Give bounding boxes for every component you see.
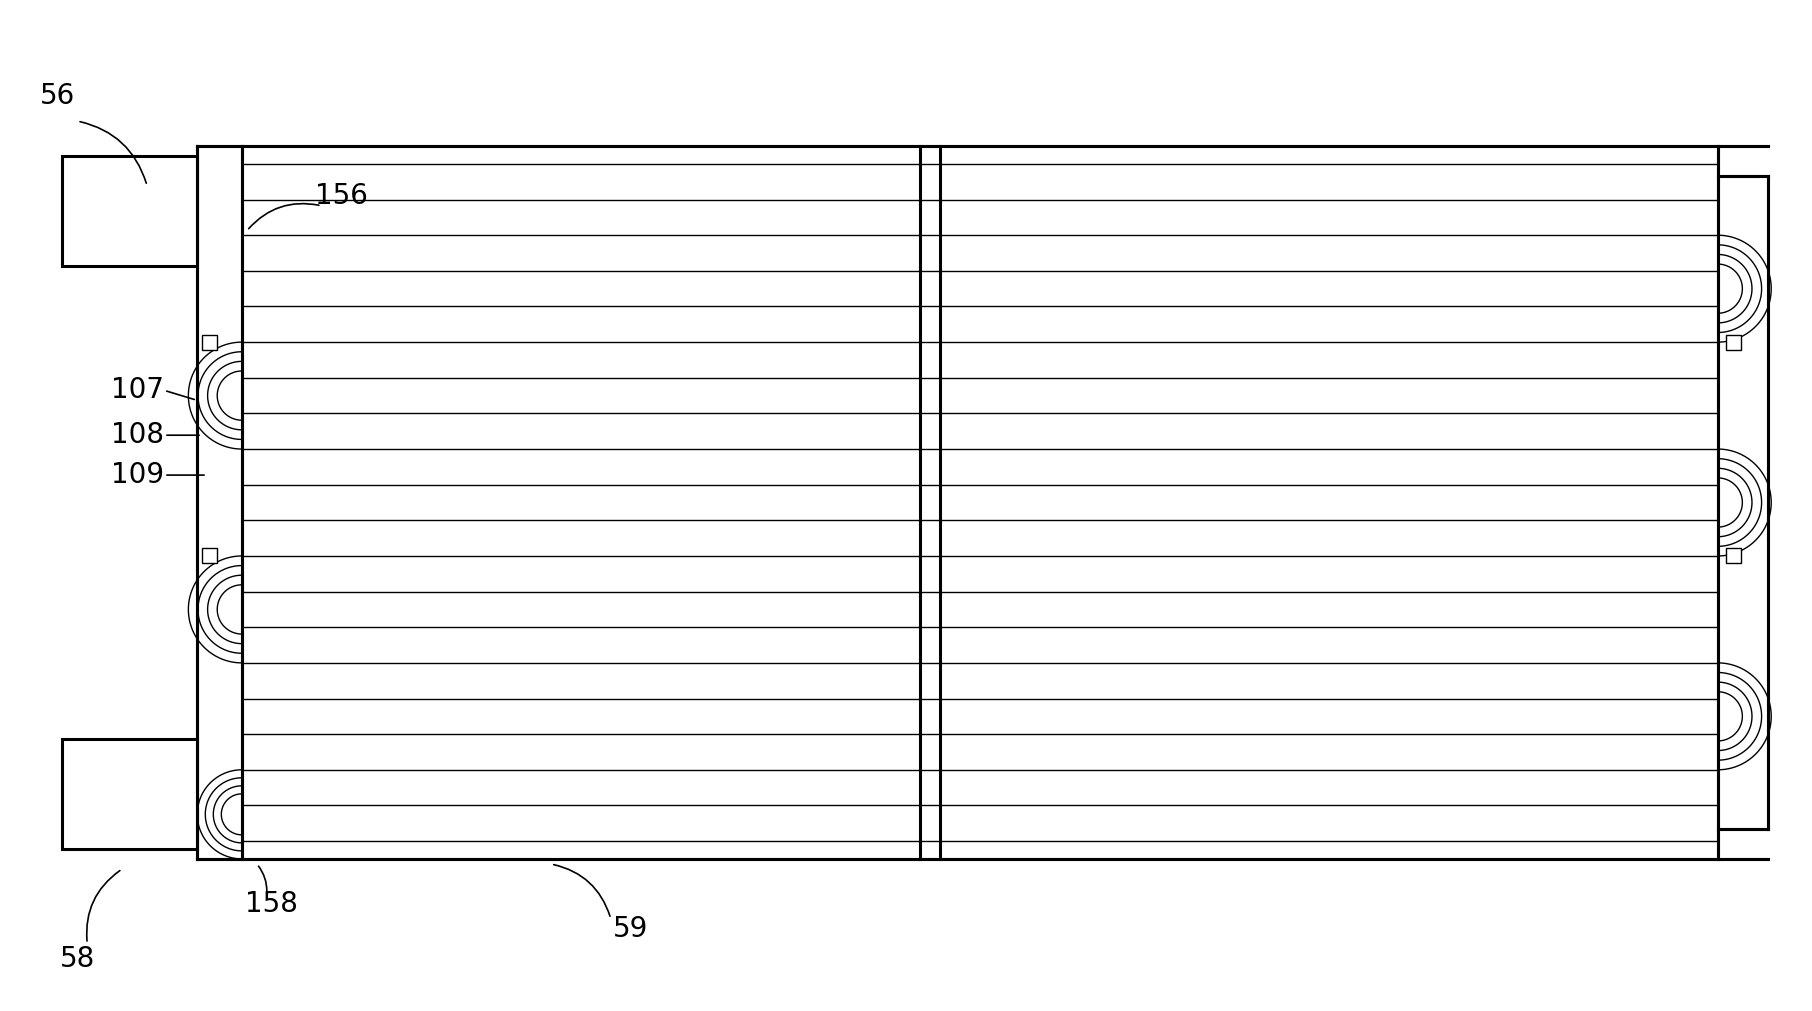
Text: 158: 158 [245,890,299,918]
Bar [1725,549,1741,563]
Bar [1725,335,1741,350]
Text: 109: 109 [111,461,163,489]
Bar [201,549,217,563]
Text: 59: 59 [612,915,649,943]
Bar [62,156,198,266]
Text: 56: 56 [40,82,74,110]
Bar [62,739,198,849]
Text: 58: 58 [60,944,94,973]
Text: 108: 108 [111,422,163,449]
Text: 107: 107 [111,376,163,404]
Text: 156: 156 [315,182,368,210]
Bar [201,335,217,350]
